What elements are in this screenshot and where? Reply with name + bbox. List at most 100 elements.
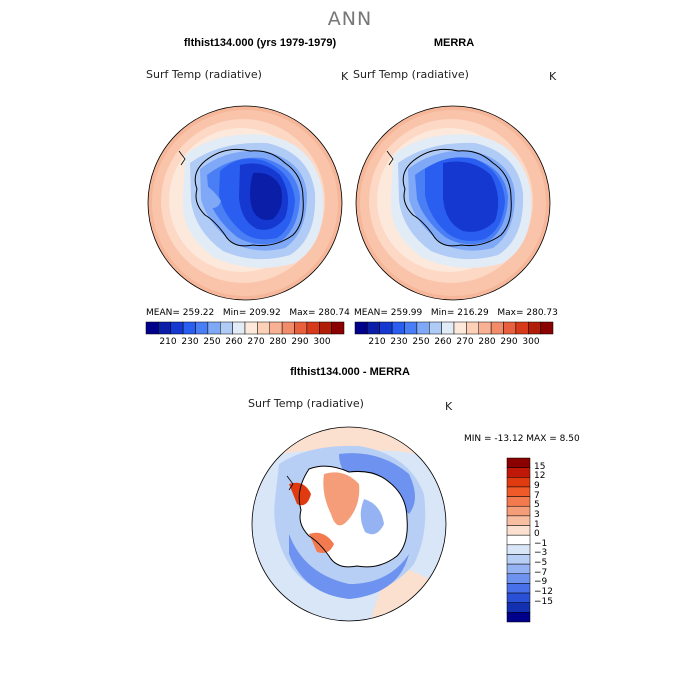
colorbar-swatch bbox=[515, 321, 529, 335]
colorbar-swatch bbox=[506, 544, 531, 555]
panel-1-colorbar bbox=[145, 321, 345, 335]
colorbar-swatch bbox=[506, 486, 531, 497]
colorbar-swatch bbox=[503, 321, 517, 335]
colorbar-swatch bbox=[182, 321, 196, 335]
colorbar-tick-label: 15 bbox=[534, 461, 546, 472]
colorbar-swatch bbox=[441, 321, 455, 335]
colorbar-swatch bbox=[466, 321, 479, 335]
colorbar-swatch bbox=[506, 602, 531, 613]
colorbar-swatch bbox=[506, 563, 531, 575]
max-label: Max= bbox=[497, 308, 524, 318]
colorbar-swatch bbox=[257, 321, 270, 335]
colorbar-swatch bbox=[281, 321, 295, 335]
panel-1-variable: Surf Temp (radiative) bbox=[146, 68, 262, 81]
colorbar-swatch bbox=[404, 321, 418, 335]
colorbar-swatch bbox=[158, 321, 171, 335]
colorbar-tick-label: 210 bbox=[368, 337, 386, 347]
panel-2-units: K bbox=[549, 70, 557, 83]
panel-2-colorbar bbox=[354, 321, 554, 335]
mean-value: 259.22 bbox=[182, 308, 215, 318]
colorbar-swatch bbox=[506, 457, 531, 468]
panel-2-variable: Surf Temp (radiative) bbox=[353, 68, 469, 81]
colorbar-tick-label: 280 bbox=[269, 337, 287, 347]
colorbar-tick-label: 290 bbox=[500, 337, 518, 347]
mean-label: MEAN= bbox=[354, 308, 388, 318]
colorbar-tick-label: 12 bbox=[534, 471, 546, 482]
panel-2-title: MERRA bbox=[433, 37, 475, 49]
colorbar-swatch bbox=[391, 321, 405, 335]
min-label: Min= bbox=[222, 308, 247, 318]
colorbar-swatch bbox=[506, 534, 531, 546]
colorbar-swatch bbox=[506, 525, 531, 536]
colorbar-tick-label: 9 bbox=[534, 480, 540, 491]
colorbar-swatch bbox=[207, 321, 221, 335]
colorbar-swatch bbox=[506, 467, 531, 478]
colorbar-swatch bbox=[506, 505, 531, 517]
colorbar-tick-label: 1 bbox=[534, 519, 540, 530]
colorbar-tick-label: 230 bbox=[390, 337, 408, 347]
colorbar-tick-label: 250 bbox=[203, 337, 221, 347]
max-label: Max= bbox=[289, 308, 316, 318]
colorbar-tick-label: 290 bbox=[291, 337, 309, 347]
colorbar-swatch bbox=[195, 321, 209, 335]
diff-panel-stats: MIN = -13.12 MAX = 8.50 bbox=[464, 434, 580, 444]
colorbar-tick-label: 7 bbox=[534, 490, 540, 501]
colorbar-tick-label: −1 bbox=[534, 538, 548, 549]
panel-2-map bbox=[355, 105, 551, 301]
panel-2-colorbar-ticks: 210 230 250 260 270 280 290 300 bbox=[355, 337, 553, 349]
colorbar-tick-label: 300 bbox=[522, 337, 540, 347]
panel-2-stats: MEAN= 259.99 Min= 216.29 Max= 280.73 bbox=[354, 308, 558, 318]
colorbar-swatch bbox=[416, 321, 430, 335]
diff-panel-colorbar bbox=[506, 457, 531, 623]
colorbar-tick-label: −7 bbox=[534, 567, 548, 578]
colorbar-swatch bbox=[506, 496, 531, 507]
colorbar-tick-label: 3 bbox=[534, 509, 540, 520]
colorbar-swatch bbox=[319, 321, 332, 335]
colorbar-swatch bbox=[220, 321, 233, 335]
diff-panel-variable: Surf Temp (radiative) bbox=[248, 397, 364, 410]
colorbar-swatch bbox=[294, 321, 308, 335]
colorbar-tick-label: 260 bbox=[434, 337, 452, 347]
colorbar-tick-label: 0 bbox=[534, 529, 540, 540]
colorbar-swatch bbox=[354, 321, 368, 335]
colorbar-swatch bbox=[506, 583, 531, 594]
colorbar-swatch bbox=[506, 554, 531, 565]
colorbar-swatch bbox=[506, 515, 531, 526]
colorbar-swatch bbox=[528, 321, 541, 335]
colorbar-tick-label: 210 bbox=[159, 337, 177, 347]
diff-panel-colorbar-ticks: 15 12 9 7 5 3 1 0 −1 −3 −5 −7 −9 −12 −15 bbox=[534, 458, 574, 622]
colorbar-swatch bbox=[540, 321, 554, 335]
colorbar-tick-label: 5 bbox=[534, 500, 540, 511]
min-value: 209.92 bbox=[249, 308, 281, 318]
colorbar-swatch bbox=[429, 321, 442, 335]
colorbar-swatch bbox=[244, 321, 258, 335]
colorbar-tick-label: 270 bbox=[247, 337, 265, 347]
colorbar-swatch bbox=[506, 573, 531, 584]
colorbar-swatch bbox=[490, 321, 504, 335]
mean-label: MEAN= bbox=[146, 308, 180, 318]
diff-panel-units: K bbox=[445, 400, 453, 413]
diff-panel-map bbox=[251, 426, 447, 622]
colorbar-swatch bbox=[306, 321, 320, 335]
max-value: 280.73 bbox=[526, 308, 558, 318]
min-label: Min= bbox=[430, 308, 455, 318]
colorbar-swatch bbox=[478, 321, 492, 335]
max-value: 280.74 bbox=[318, 308, 350, 318]
colorbar-swatch bbox=[506, 477, 531, 488]
colorbar-swatch bbox=[269, 321, 283, 335]
colorbar-tick-label: 270 bbox=[456, 337, 474, 347]
colorbar-tick-label: −5 bbox=[534, 558, 548, 569]
panel-1-stats: MEAN= 259.22 Min= 209.92 Max= 280.74 bbox=[146, 308, 350, 318]
colorbar-tick-label: 230 bbox=[181, 337, 199, 347]
colorbar-tick-label: 280 bbox=[478, 337, 496, 347]
colorbar-swatch bbox=[170, 321, 184, 335]
colorbar-swatch bbox=[331, 321, 345, 335]
panel-1-units: K bbox=[341, 70, 349, 83]
page-title: ANN bbox=[327, 8, 373, 30]
colorbar-tick-label: −9 bbox=[534, 577, 548, 588]
colorbar-tick-label: −12 bbox=[534, 587, 553, 598]
diff-panel-title: flthist134.000 - MERRA bbox=[290, 366, 410, 378]
colorbar-swatch bbox=[145, 321, 159, 335]
colorbar-tick-label: −3 bbox=[534, 548, 548, 559]
colorbar-tick-label: 250 bbox=[412, 337, 430, 347]
